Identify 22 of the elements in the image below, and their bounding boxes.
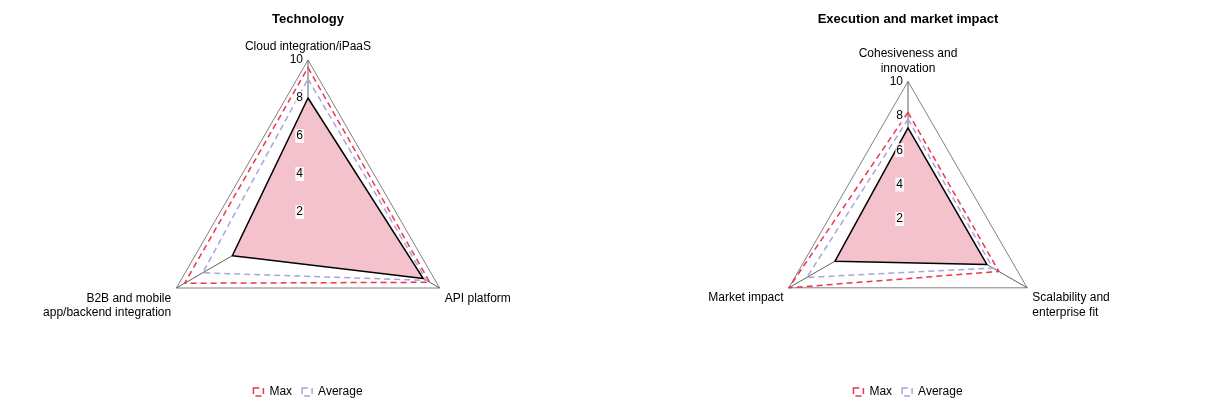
spoke-label: Cloud integration/iPaaS xyxy=(244,39,372,54)
chart-title: Execution and market impact xyxy=(817,11,999,27)
legend-label: Average xyxy=(318,384,363,399)
y-tick-label: 2 xyxy=(296,204,304,219)
legend-label: Max xyxy=(269,384,293,399)
y-tick-label: 10 xyxy=(889,73,904,88)
y-tick-label: 8 xyxy=(896,108,904,123)
spoke-label: API platform xyxy=(444,290,511,305)
spoke-label: Scalability and enterprise fit xyxy=(1032,290,1110,319)
y-tick-label: 2 xyxy=(896,211,904,226)
y-tick-label: 6 xyxy=(296,128,304,143)
legend-label: Average xyxy=(918,384,963,399)
y-tick-label: 4 xyxy=(296,166,304,181)
y-tick-label: 6 xyxy=(896,142,904,157)
y-tick-label: 10 xyxy=(289,52,304,67)
y-tick-label: 4 xyxy=(896,176,904,191)
chart-title: Technology xyxy=(272,11,345,27)
spoke-label: Cohesiveness and innovation xyxy=(858,46,958,75)
legend-label: Max xyxy=(869,384,893,399)
spoke-label: B2B and mobile app/backend integration xyxy=(43,290,172,319)
y-tick-label: 8 xyxy=(296,90,304,105)
spoke-label: Market impact xyxy=(708,290,785,305)
